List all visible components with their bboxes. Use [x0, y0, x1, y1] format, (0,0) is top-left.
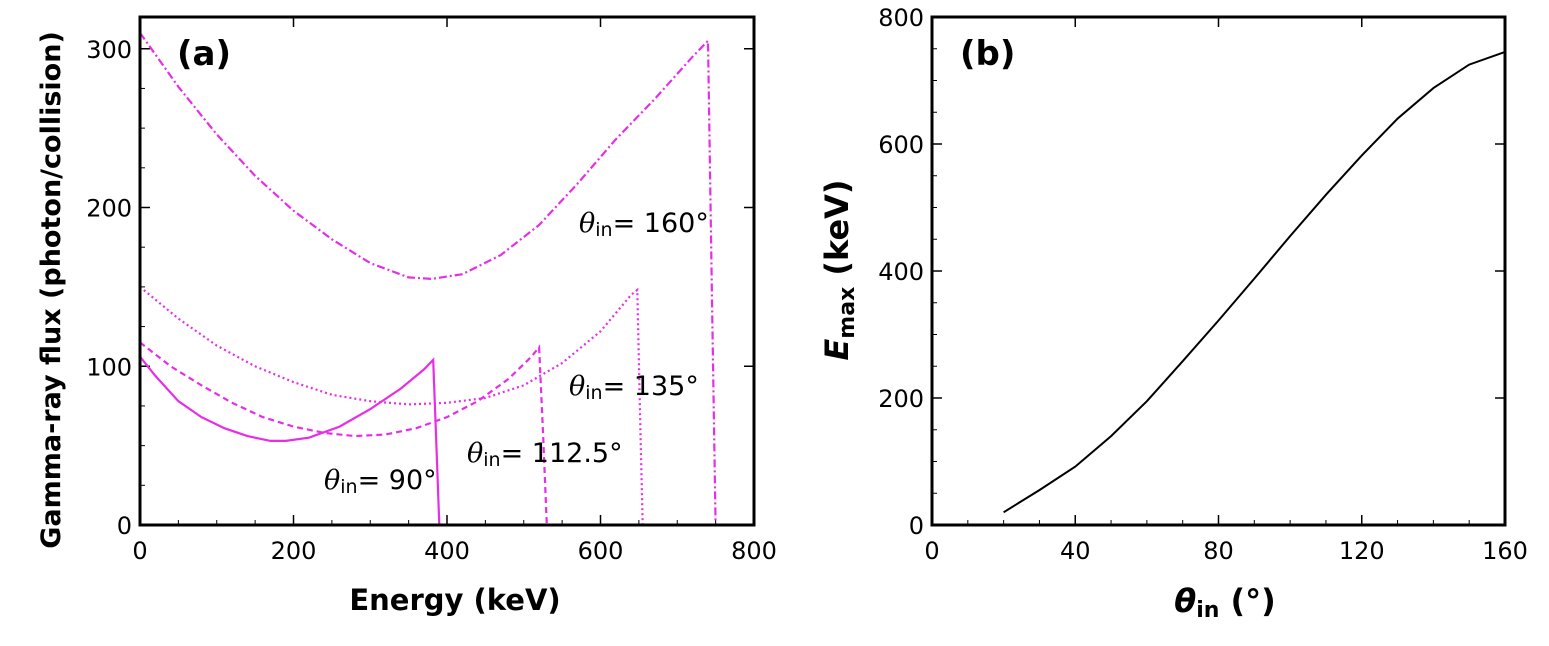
label-theta-112-5: θin= 112.5° [467, 438, 623, 471]
b-y-tick-label: 600 [878, 131, 924, 159]
panel-a-label: (a) [177, 34, 231, 74]
b-y-tick-label: 0 [909, 512, 924, 540]
panel-a-frame [138, 15, 756, 527]
a-series-135 [139, 286, 644, 526]
a-series-112-5 [139, 341, 548, 526]
label-theta-90: θin= 90° [324, 465, 437, 498]
label-theta-160: θin= 160° [579, 208, 709, 241]
panel-a-series [139, 32, 717, 526]
a-x-tick-label: 800 [731, 537, 777, 565]
a-x-tick-label: 600 [578, 537, 624, 565]
b-x-tick-label: 80 [1203, 537, 1234, 565]
b-y-tick-label: 200 [878, 385, 924, 413]
label-theta-135: θin= 135° [569, 371, 699, 404]
panel-b-ticks: 0 40 80 120 160 0 200 400 600 800 [878, 4, 1528, 565]
a-x-tick-label: 400 [424, 537, 470, 565]
b-series-Emax [1003, 50, 1506, 514]
a-x-tick-label: 0 [132, 537, 147, 565]
a-y-tick-label: 0 [117, 512, 132, 540]
panel-b-y-axis-title: Emax (keV) [818, 179, 860, 360]
panel-b: 0 40 80 120 160 0 200 400 600 800 (b) θin (°) Ema… [818, 4, 1528, 623]
b-x-tick-label: 40 [1060, 537, 1091, 565]
panel-b-x-axis-title: θin (°) [1174, 582, 1276, 623]
a-series-160 [139, 32, 717, 526]
b-x-tick-label: 160 [1482, 537, 1528, 565]
a-y-tick-label: 300 [86, 36, 132, 64]
b-x-tick-label: 120 [1339, 537, 1385, 565]
a-x-tick-label: 200 [271, 537, 317, 565]
panel-a-x-axis-title: Energy (keV) [349, 583, 560, 617]
panel-b-frame [930, 15, 1507, 527]
a-y-tick-label: 200 [86, 195, 132, 223]
b-y-tick-label: 400 [878, 258, 924, 286]
panel-a-y-axis-title: Gamma-ray flux (photon/collision) [36, 31, 67, 549]
panel-a: 0 200 400 600 800 0 100 200 300 (a) Energy (keV)… [36, 15, 777, 617]
b-x-tick-label: 0 [924, 537, 939, 565]
a-y-tick-label: 100 [86, 353, 132, 381]
panel-a-ticks: 0 200 400 600 800 0 100 200 300 [86, 17, 777, 565]
panel-b-label: (b) [960, 34, 1015, 74]
b-y-tick-label: 800 [878, 4, 924, 32]
panel-b-series [1003, 50, 1506, 514]
a-series-90 [139, 356, 441, 526]
